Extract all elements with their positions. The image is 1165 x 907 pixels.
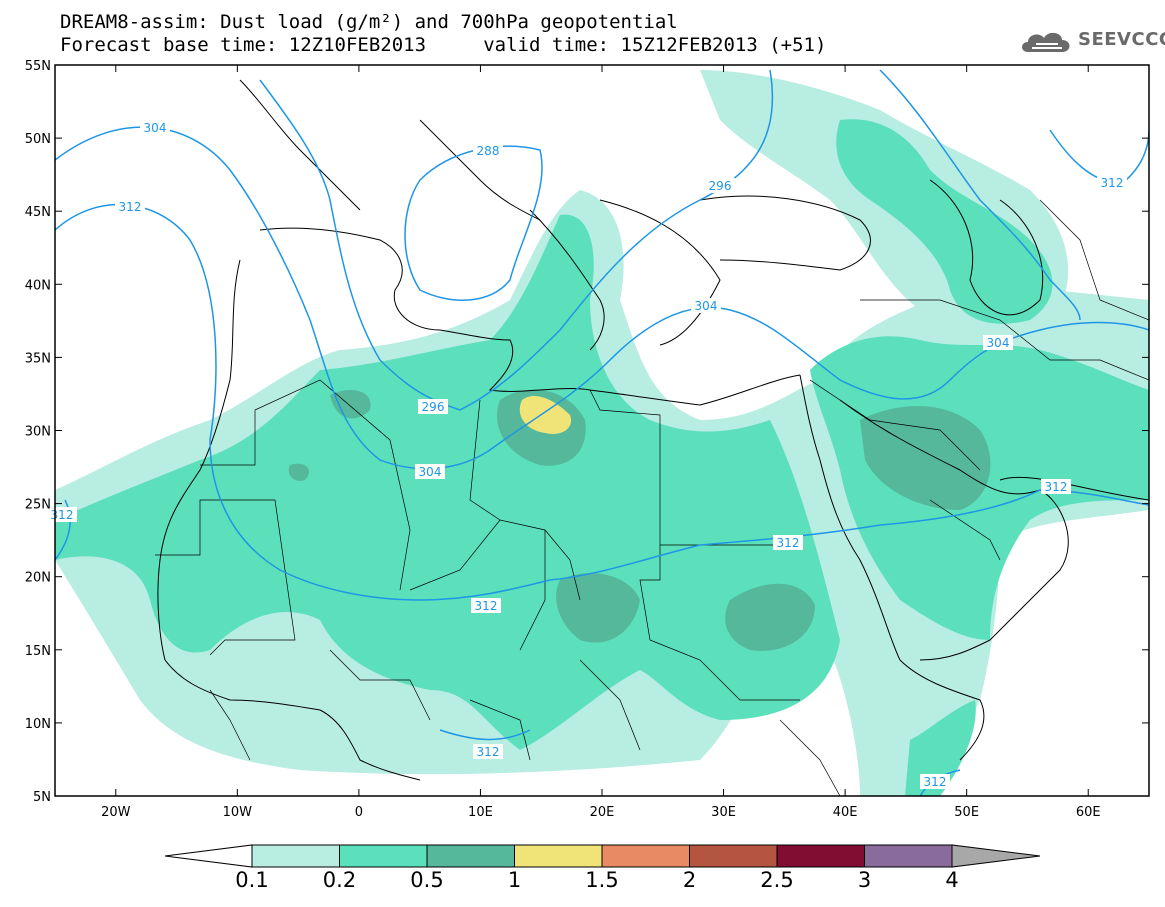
latitude-axis: 55N 50N 45N 40N 35N 30N 25N 20N 15N 10N 5N <box>25 59 1149 805</box>
dust-dark-5 <box>860 406 991 510</box>
longitude-axis: 20W 10W 0 10E 20E 30E 40E 50E 60E <box>101 65 1101 820</box>
dust-dark-6 <box>288 463 310 481</box>
contour-label: 312 <box>1045 480 1068 494</box>
colorbar-segment <box>251 844 340 868</box>
contour-label: 296 <box>422 400 445 414</box>
lon-tick-label: 10W <box>223 805 253 820</box>
contour-label: 312 <box>119 200 142 214</box>
contour-label: 312 <box>477 745 500 759</box>
lat-tick-label: 10N <box>25 717 51 732</box>
contour-label-bg <box>418 399 448 414</box>
contour-label-bg <box>983 335 1013 350</box>
contour-label-bg <box>473 143 503 158</box>
contour-label: 312 <box>475 599 498 613</box>
country-borders <box>155 199 1149 796</box>
seevccc-logo: SEEVCCC <box>1018 26 1165 56</box>
lat-tick-label: 5N <box>33 790 51 805</box>
contour-label: 312 <box>777 536 800 550</box>
colorbar-label: 2.5 <box>760 868 793 892</box>
contour-label: 288 <box>477 144 500 158</box>
lat-tick-label: 45N <box>25 205 51 220</box>
lon-tick-label: 20E <box>590 805 615 820</box>
lon-tick-label: 0 <box>355 805 363 820</box>
contour-label-bg <box>415 464 445 479</box>
lat-tick-label: 30N <box>25 425 51 440</box>
colorbar-segment <box>864 844 953 868</box>
contour-label-bg <box>1041 479 1071 494</box>
colorbar-label: 1 <box>508 868 521 892</box>
contour-label: 304 <box>987 336 1010 350</box>
colorbar-label: 3 <box>858 868 871 892</box>
lon-tick-label: 10E <box>468 805 493 820</box>
colorbar-under-triangle <box>164 844 253 868</box>
colorbar-segment <box>776 844 865 868</box>
dust-field <box>55 70 1149 796</box>
colorbar-label: 2 <box>683 868 696 892</box>
contour-label: 304 <box>144 121 167 135</box>
colorbar-segment <box>689 844 778 868</box>
contour-label-bg <box>471 598 501 613</box>
colorbar-segment <box>514 844 603 868</box>
contour-label-bg <box>140 120 170 135</box>
colorbar-over-triangle <box>951 844 1041 868</box>
lat-tick-label: 55N <box>25 59 51 74</box>
dust-yellow-libya <box>519 395 572 434</box>
contour-label: 304 <box>695 299 718 313</box>
contour-label: 296 <box>709 179 732 193</box>
lon-tick-label: 40E <box>833 805 858 820</box>
lat-tick-label: 25N <box>25 498 51 513</box>
lon-tick-label: 60E <box>1076 805 1101 820</box>
colorbar-segment <box>601 844 690 868</box>
contour-label-bg <box>1097 175 1127 190</box>
contour-label: 304 <box>419 465 442 479</box>
contour-label-bg <box>773 535 803 550</box>
contour-label-bg <box>115 199 145 214</box>
colorbar-label: 4 <box>945 868 958 892</box>
lat-tick-label: 40N <box>25 278 51 293</box>
contour-label-bg <box>473 744 503 759</box>
coastlines <box>157 79 1149 781</box>
colorbar-label: 0.5 <box>410 868 443 892</box>
colorbar-segment <box>426 844 515 868</box>
lon-tick-label: 30E <box>711 805 736 820</box>
contour-labels: 304 312 288 296 312 304 304 296 304 312 312 312 312 3… <box>47 120 1127 789</box>
map-title: DREAM8-assim: Dust load (g/m²) and 700hP… <box>60 11 678 33</box>
contour-label: 312 <box>1101 176 1124 190</box>
lon-tick-label: 50E <box>954 805 979 820</box>
geopotential-contours <box>55 69 1149 796</box>
colorbar-segment <box>339 844 428 868</box>
colorbar: 0.1 0.2 0.5 1 1.5 2 2.5 3 4 <box>164 844 1041 892</box>
contour-label-bg <box>705 178 735 193</box>
contour-label: 312 <box>924 775 947 789</box>
logo-text: SEEVCCC <box>1078 29 1165 50</box>
colorbar-label: 0.2 <box>323 868 356 892</box>
dust-medium-caspian <box>836 119 1053 324</box>
dust-dark-4 <box>725 583 815 651</box>
lon-tick-label: 20W <box>101 805 131 820</box>
colorbar-label: 1.5 <box>585 868 618 892</box>
colorbar-label: 0.1 <box>235 868 268 892</box>
lat-tick-label: 20N <box>25 571 51 586</box>
contour-label-bg <box>920 774 950 789</box>
dust-medium-horn <box>905 700 976 796</box>
contour-label-bg <box>691 298 721 313</box>
cloud-icon <box>1022 32 1070 52</box>
lat-tick-label: 35N <box>25 351 51 366</box>
lat-tick-label: 50N <box>25 132 51 147</box>
dust-dark-3 <box>556 572 640 643</box>
contour-label: 312 <box>51 508 74 522</box>
map-subtitle: Forecast base time: 12Z10FEB2013 valid t… <box>60 34 827 56</box>
dust-medium-north-africa <box>55 214 840 750</box>
lat-tick-label: 15N <box>25 644 51 659</box>
